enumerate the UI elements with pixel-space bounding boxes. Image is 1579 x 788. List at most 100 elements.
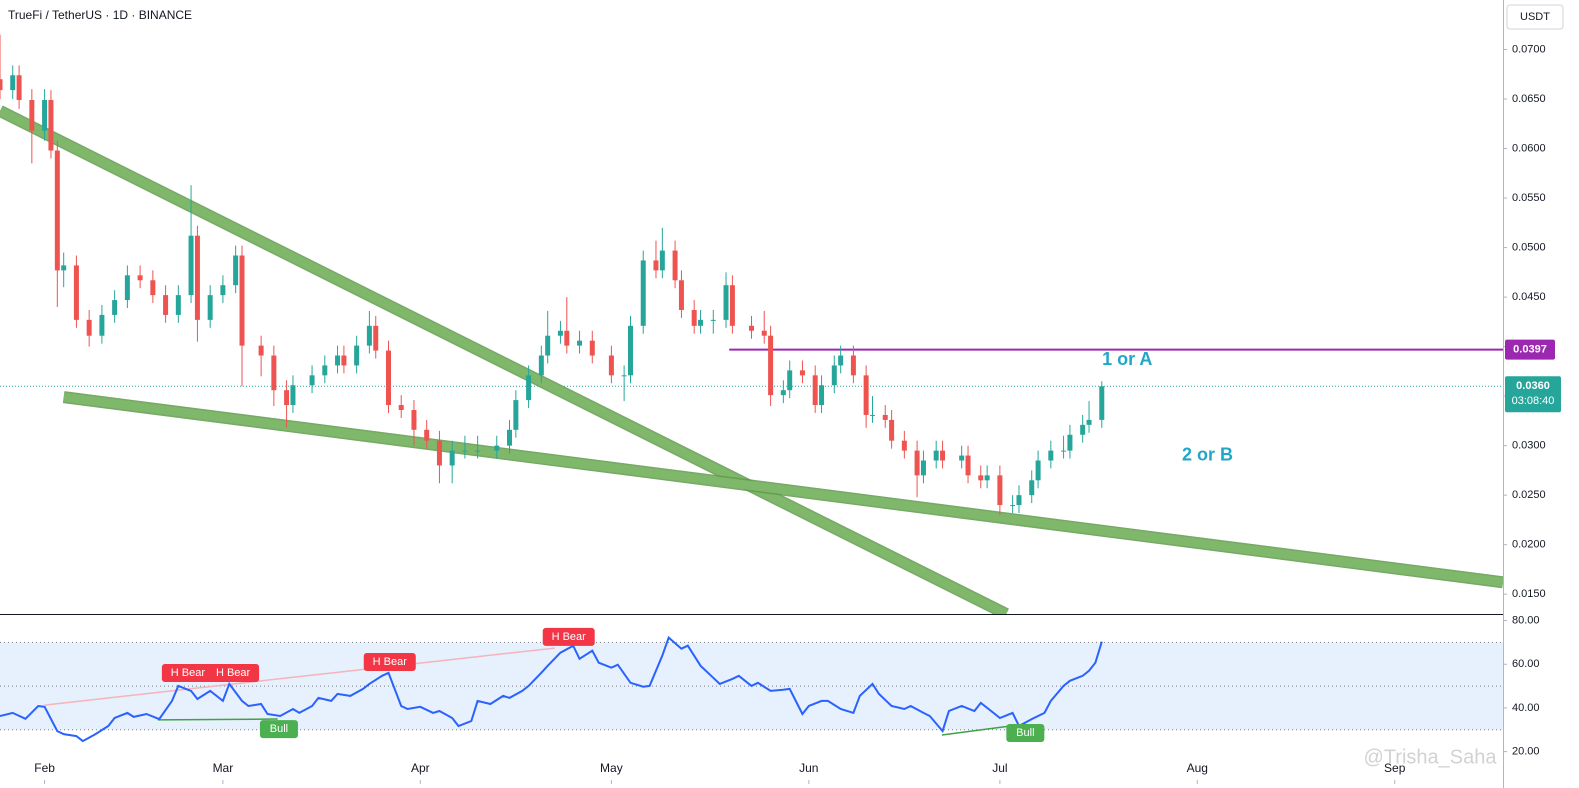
countdown: 03:08:40	[1512, 395, 1555, 407]
candle-body	[137, 275, 143, 281]
candle-body	[163, 295, 169, 315]
candle-body	[1029, 480, 1035, 496]
candle-body	[61, 265, 67, 271]
signal-label-box	[207, 663, 260, 682]
candle-body	[698, 319, 704, 326]
candle-body	[749, 325, 754, 331]
candle-body	[150, 280, 156, 296]
candle-body	[678, 280, 684, 310]
candle-body	[691, 309, 697, 326]
candle-body	[870, 414, 876, 416]
candle-body	[557, 330, 563, 336]
candle-body	[984, 475, 990, 481]
level-label: 0.0397	[1513, 343, 1547, 355]
candle-body	[385, 350, 391, 406]
candle-body	[258, 345, 264, 356]
candle-body	[850, 355, 856, 376]
symbol-title: TrueFi / TetherUS · 1D · BINANCE	[8, 8, 192, 22]
candle-body	[29, 100, 35, 131]
candle-body	[322, 365, 328, 376]
signal-label-box	[542, 627, 595, 646]
last-price-box	[1505, 376, 1561, 413]
candle-body	[335, 355, 341, 366]
level-label-box	[1505, 339, 1555, 360]
candle-body	[819, 385, 825, 406]
x-tick-label: Apr	[411, 761, 430, 775]
rsi-line	[0, 635, 1103, 743]
candle-body	[978, 475, 984, 481]
candle-body	[513, 400, 519, 430]
unit-box[interactable]	[1506, 4, 1564, 30]
candle-body	[1086, 419, 1092, 425]
candle-body	[780, 390, 786, 396]
y-tick-label: 40.00	[1512, 702, 1540, 714]
signal-label-box	[259, 720, 298, 739]
annotation: 1 or A	[1102, 349, 1152, 369]
candle-body	[449, 450, 455, 466]
candle-body	[608, 355, 614, 376]
y-tick-label: 0.0600	[1512, 142, 1546, 154]
candle-body	[239, 255, 245, 346]
candle-body	[475, 450, 481, 452]
x-tick-label: Jun	[799, 761, 818, 775]
candle-body	[545, 335, 551, 356]
candle-body	[640, 260, 646, 326]
candle-body	[124, 275, 130, 301]
candle-body	[723, 285, 729, 320]
candle-body	[538, 355, 544, 376]
candle-body	[564, 330, 570, 346]
candle-body	[768, 335, 774, 396]
candle-body	[175, 295, 181, 315]
candle-body	[271, 355, 277, 391]
candle-body	[787, 370, 793, 391]
candle-body	[462, 450, 468, 452]
candle-body	[1048, 450, 1054, 461]
candle-body	[653, 260, 659, 271]
signal-label: Bull	[1016, 727, 1034, 739]
x-tick-label: Jul	[992, 761, 1007, 775]
y-tick-label: 0.0200	[1512, 539, 1546, 551]
signal-label: H Bear	[171, 667, 206, 679]
candle-body	[10, 75, 16, 91]
y-tick-label: 0.0500	[1512, 241, 1546, 253]
candle-body	[233, 255, 239, 286]
candle-body	[659, 250, 665, 271]
unit-label: USDT	[1520, 11, 1550, 23]
candle-body	[577, 340, 583, 346]
candle-body	[207, 295, 213, 320]
candle-body	[965, 455, 971, 476]
watermark: @Trisha_Saha	[1364, 746, 1498, 768]
signal-label-box	[363, 653, 416, 672]
candle-body	[621, 375, 627, 377]
candle-body	[1035, 460, 1041, 481]
candle-body	[1099, 386, 1105, 420]
candle-body	[526, 375, 532, 401]
candle-body	[920, 460, 926, 476]
candle-body	[627, 325, 633, 376]
candle-body	[341, 355, 347, 366]
candle-body	[366, 325, 372, 346]
signal-label: Bull	[270, 723, 288, 735]
candle-body	[48, 100, 54, 151]
candle-body	[398, 405, 404, 410]
trendline	[63, 392, 1503, 587]
signal-label: H Bear	[373, 656, 408, 668]
x-tick-label: Aug	[1187, 761, 1208, 775]
divergence-line	[44, 647, 555, 706]
y-tick-label: 0.0450	[1512, 291, 1546, 303]
candle-body	[729, 285, 735, 326]
y-tick-label: 0.0300	[1512, 440, 1546, 452]
candle-body	[424, 429, 430, 441]
candle-body	[494, 445, 500, 451]
signal-label: H Bear	[216, 667, 251, 679]
last-price-label: 0.0360	[1516, 380, 1550, 392]
annotation: 2 or B	[1182, 444, 1233, 464]
y-tick-label: 0.0250	[1512, 489, 1546, 501]
candle-body	[42, 100, 48, 131]
candle-body	[901, 440, 907, 451]
x-tick-label: Mar	[213, 761, 234, 775]
y-tick-label: 0.0650	[1512, 93, 1546, 105]
x-tick-label: Sep	[1384, 761, 1406, 775]
candle-body	[914, 450, 920, 476]
candle-body	[710, 319, 716, 321]
